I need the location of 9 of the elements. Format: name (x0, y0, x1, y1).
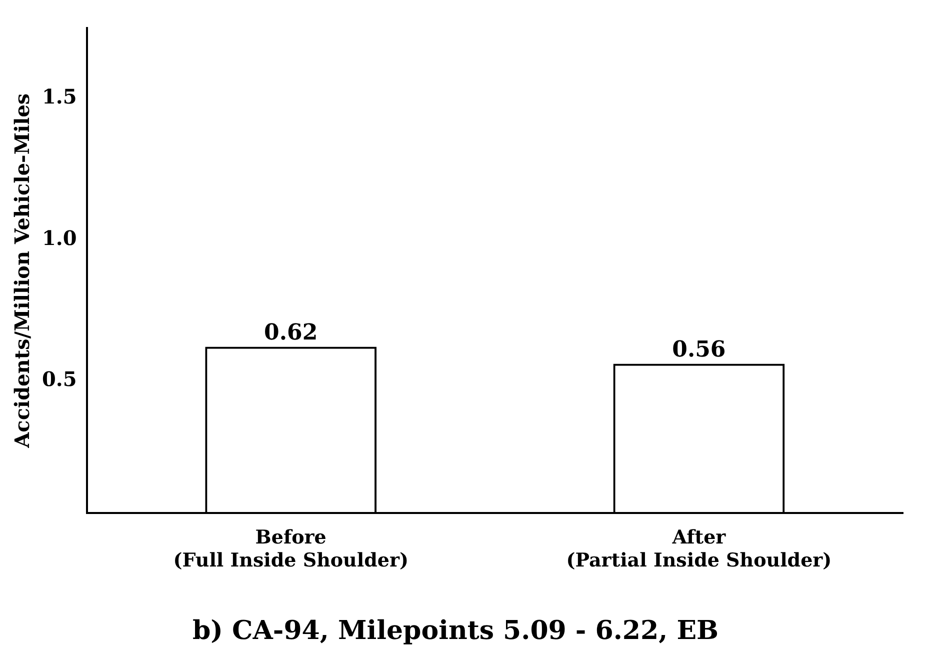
data-label: 0.56 (672, 336, 726, 362)
y-tick-label: 1.0 (42, 226, 77, 250)
x-tick-label: After (Partial Inside Shoulder) (566, 526, 832, 572)
y-axis-title: Accidents/Million Vehicle-Miles (10, 93, 34, 449)
data-label: 0.62 (264, 319, 318, 346)
y-tick-label: 0.5 (42, 366, 77, 391)
text: b) CA-94, Milepoints 5.09 - 6.22, EB (192, 616, 718, 646)
x-tick-label: Before (Full Inside Shoulder) (173, 526, 408, 572)
y-tick-label: 1.5 (42, 84, 77, 109)
